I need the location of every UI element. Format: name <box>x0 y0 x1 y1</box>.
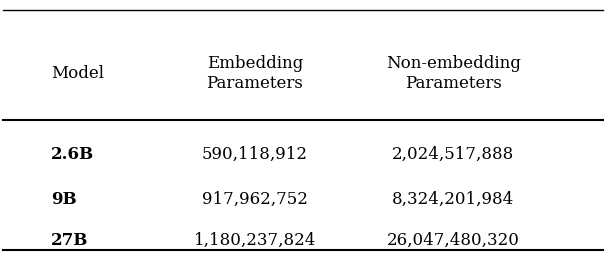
Text: 26,047,480,320: 26,047,480,320 <box>387 232 519 248</box>
Text: 9B: 9B <box>51 191 76 208</box>
Text: 2.6B: 2.6B <box>51 146 94 163</box>
Text: Model: Model <box>51 65 104 82</box>
Text: Non-embedding
Parameters: Non-embedding Parameters <box>385 55 521 92</box>
Text: 8,324,201,984: 8,324,201,984 <box>392 191 514 208</box>
Text: 27B: 27B <box>51 232 88 248</box>
Text: 917,962,752: 917,962,752 <box>202 191 308 208</box>
Text: 1,180,237,824: 1,180,237,824 <box>194 232 316 248</box>
Text: 590,118,912: 590,118,912 <box>202 146 308 163</box>
Text: 2,024,517,888: 2,024,517,888 <box>392 146 514 163</box>
Text: Embedding
Parameters: Embedding Parameters <box>207 55 304 92</box>
